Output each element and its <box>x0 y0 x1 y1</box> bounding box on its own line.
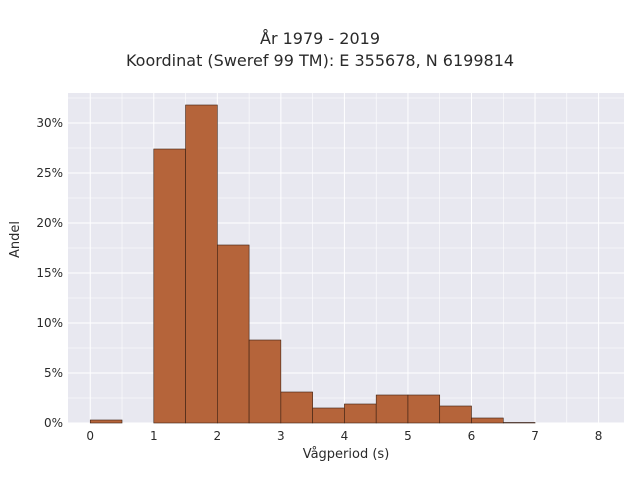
x-axis-ticks: 0 1 2 3 4 5 6 7 8 <box>86 429 602 443</box>
y-tick-label: 30% <box>36 116 63 130</box>
x-tick-label: 7 <box>531 429 539 443</box>
histogram-bar <box>153 148 186 424</box>
histogram-bar <box>280 391 313 424</box>
x-tick-label: 6 <box>468 429 476 443</box>
x-tick-label: 3 <box>277 429 285 443</box>
y-tick-label: 20% <box>36 216 63 230</box>
chart-title-line-1: År 1979 - 2019 <box>260 29 380 48</box>
x-axis-label: Vågperiod (s) <box>302 447 390 462</box>
y-tick-label: 15% <box>36 266 63 280</box>
x-tick-label: 5 <box>404 429 412 443</box>
histogram-bar <box>185 104 218 424</box>
x-tick-label: 0 <box>86 429 94 443</box>
y-tick-label: 0% <box>44 416 63 430</box>
histogram-bars <box>89 104 536 424</box>
histogram-bar <box>344 403 377 424</box>
histogram-bar <box>217 244 250 424</box>
chart-title-line-2: Koordinat (Sweref 99 TM): E 355678, N 61… <box>125 51 515 70</box>
histogram-bar <box>375 394 409 424</box>
y-tick-label: 5% <box>44 366 63 380</box>
y-axis-ticks: 0% 5% 10% 15% 20% 25% 30% <box>36 116 63 430</box>
x-tick-label: 4 <box>341 429 349 443</box>
x-tick-label: 2 <box>214 429 222 443</box>
x-tick-label: 8 <box>595 429 603 443</box>
x-tick-label: 1 <box>150 429 158 443</box>
histogram-bar <box>439 405 472 424</box>
histogram-bar <box>407 394 441 424</box>
y-tick-label: 10% <box>36 316 63 330</box>
histogram-bar <box>312 407 345 424</box>
histogram-bar <box>471 417 504 424</box>
histogram-bar <box>89 419 123 424</box>
histogram-bar <box>502 422 536 424</box>
histogram-bar <box>248 339 282 424</box>
y-tick-label: 25% <box>36 166 63 180</box>
y-axis-label: Andel <box>8 221 23 258</box>
